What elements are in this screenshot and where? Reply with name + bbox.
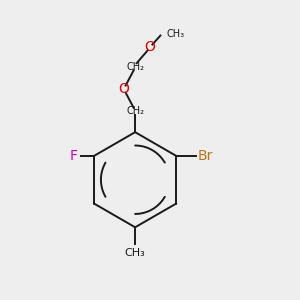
Text: CH₃: CH₃ (125, 248, 146, 258)
Text: CH₃: CH₃ (166, 29, 184, 39)
Text: CH₂: CH₂ (126, 106, 144, 116)
Text: O: O (145, 40, 155, 55)
Text: Br: Br (197, 149, 212, 163)
Text: CH₂: CH₂ (126, 62, 144, 72)
Text: F: F (70, 149, 78, 163)
Text: O: O (118, 82, 129, 96)
